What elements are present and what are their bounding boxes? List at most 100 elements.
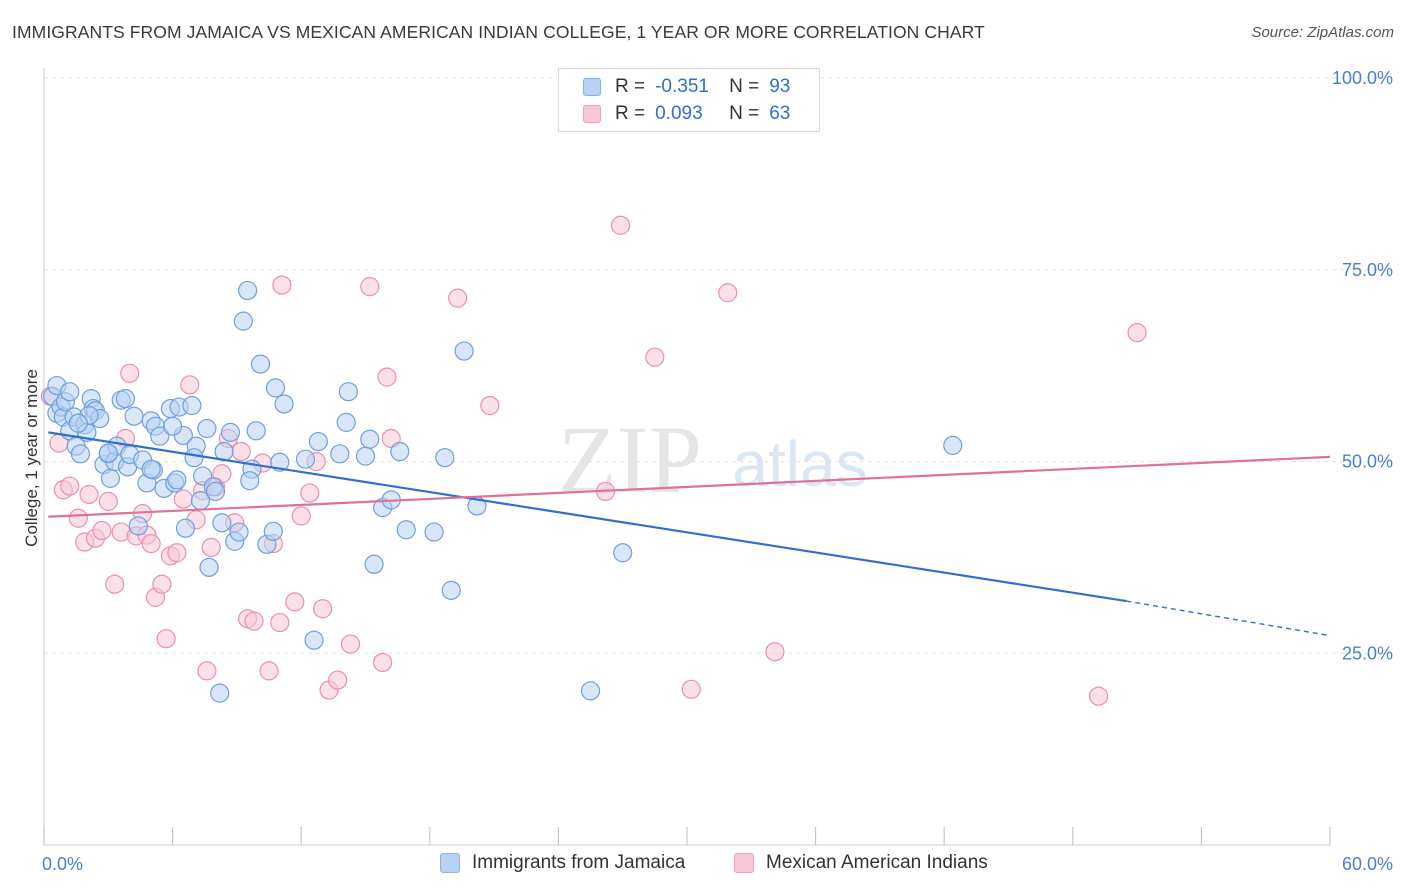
- scatter-point-jamaica: [184, 448, 204, 468]
- scatter-point-jamaica: [364, 554, 384, 574]
- scatter-point-jamaica: [613, 543, 633, 563]
- scatter-point-jamaica: [150, 426, 170, 446]
- scatter-point-mexican: [231, 441, 251, 462]
- legend-item-jamaica: Immigrants from Jamaica: [440, 852, 685, 874]
- y-tick-label-50: 50.0%: [1342, 452, 1393, 472]
- scatter-point-jamaica: [100, 468, 121, 488]
- scatter-point-jamaica: [330, 444, 350, 464]
- scatter-point-jamaica: [246, 421, 266, 441]
- scatter-point-mexican: [1127, 323, 1147, 343]
- scatter-point-mexican: [270, 612, 290, 633]
- scatter-point-jamaica: [240, 471, 260, 491]
- scatter-point-mexican: [328, 670, 348, 690]
- watermark-zip: ZIP: [558, 406, 702, 513]
- legend-label-jamaica: Immigrants from Jamaica: [472, 852, 686, 873]
- watermark-atlas: atlas: [732, 428, 867, 500]
- y-tick-label-75: 75.0%: [1342, 260, 1393, 280]
- scatter-point-mexican: [448, 288, 468, 308]
- axes: [43, 68, 1331, 846]
- scatter-point-jamaica: [274, 394, 294, 414]
- scatter-point-jamaica: [390, 441, 410, 462]
- scatter-point-jamaica: [210, 683, 230, 703]
- legend-swatch-pink: [583, 105, 601, 123]
- scatter-point-jamaica: [250, 354, 271, 374]
- scatter-point-mexican: [681, 679, 701, 699]
- scatter-point-mexican: [167, 543, 187, 563]
- scatter-point-mexican: [360, 277, 380, 297]
- scatter-point-jamaica: [197, 418, 217, 439]
- scatter-point-mexican: [197, 661, 217, 681]
- scatter-point-jamaica: [141, 459, 161, 479]
- legend-label-mexican: Mexican American Indians: [766, 852, 988, 873]
- scatter-point-jamaica: [68, 413, 88, 433]
- legend-n-label: N =: [729, 103, 760, 124]
- scatter-point-jamaica: [167, 470, 187, 490]
- scatter-point-jamaica: [263, 521, 283, 541]
- source-label: Source: ZipAtlas.com: [1251, 24, 1394, 41]
- scatter-point-jamaica: [199, 557, 219, 577]
- scatter-point-jamaica: [943, 435, 963, 455]
- legend-swatch-pink: [734, 853, 754, 873]
- scatter-point-mexican: [291, 506, 311, 526]
- scatter-point-jamaica: [212, 513, 232, 533]
- scatter-point-mexican: [98, 491, 118, 511]
- legend-r-label: R =: [615, 76, 646, 97]
- x-tick-label-max: 60.0%: [1342, 854, 1393, 874]
- legend-r-label: R =: [615, 103, 646, 124]
- y-tick-label-100: 100.0%: [1332, 68, 1393, 88]
- scatter-point-jamaica: [115, 389, 136, 409]
- scatter-point-jamaica: [124, 406, 144, 426]
- trendline-jamaica: [48, 431, 1127, 603]
- scatter-point-jamaica: [229, 522, 249, 542]
- scatter-point-mexican: [1088, 686, 1109, 706]
- watermark: ZIP atlas: [558, 406, 868, 513]
- scatter-point-mexican: [156, 629, 176, 649]
- scatter-point-jamaica: [265, 378, 286, 398]
- scatter-point-mexican: [105, 574, 125, 594]
- legend-r-value-mexican: 0.093: [655, 103, 703, 124]
- scatter-point-mexican: [610, 215, 631, 235]
- scatter-point-jamaica: [238, 280, 258, 301]
- scatter-point-jamaica: [355, 446, 376, 466]
- x-tick-labels: 0.0% 60.0%: [42, 854, 1393, 874]
- scatter-point-mexican: [201, 537, 221, 558]
- scatter-point-mexican: [272, 275, 292, 295]
- scatter-point-mexican: [340, 634, 361, 654]
- scatter-point-mexican: [480, 395, 500, 416]
- scatter-point-jamaica: [435, 448, 455, 468]
- scatter-point-mexican: [300, 483, 320, 503]
- scatter-point-jamaica: [396, 520, 416, 540]
- scatter-point-mexican: [180, 375, 200, 395]
- scatter-point-mexican: [259, 661, 279, 681]
- chart-title: IMMIGRANTS FROM JAMAICA VS MEXICAN AMERI…: [12, 22, 985, 42]
- legend-item-mexican: Mexican American Indians: [734, 852, 988, 874]
- scatter-point-mexican: [152, 574, 172, 594]
- scatter-point-mexican: [92, 520, 112, 541]
- trendline-jamaica-extrapolated: [1126, 600, 1331, 637]
- scatter-point-mexican: [173, 489, 193, 509]
- x-tick-label-min: 0.0%: [42, 854, 83, 874]
- scatter-point-mexican: [718, 283, 738, 303]
- scatter-point-mexican: [244, 611, 264, 631]
- scatter-point-mexican: [79, 484, 99, 505]
- scatter-point-jamaica: [233, 311, 253, 331]
- scatter-point-mexican: [141, 533, 161, 554]
- legend-n-label: N =: [729, 76, 760, 97]
- y-tick-label-25: 25.0%: [1342, 643, 1393, 663]
- scatter-point-mexican: [313, 599, 333, 619]
- legend-swatch-blue: [583, 78, 601, 96]
- scatter-point-jamaica: [295, 449, 316, 469]
- scatter-point-jamaica: [205, 481, 226, 502]
- scatter-point-jamaica: [336, 412, 356, 432]
- scatter-point-mexican: [377, 367, 397, 387]
- scatter-point-jamaica: [182, 395, 202, 416]
- scatter-point-jamaica: [441, 580, 461, 600]
- legend-n-value-jamaica: 93: [769, 76, 791, 97]
- scatter-point-jamaica: [128, 516, 148, 536]
- correlation-legend: R = -0.351 N = 93 R = 0.093 N = 63: [558, 68, 820, 132]
- scatter-point-jamaica: [220, 422, 241, 442]
- scatter-point-jamaica: [338, 382, 358, 402]
- scatter-point-mexican: [765, 642, 785, 662]
- scatter-point-jamaica: [454, 341, 474, 361]
